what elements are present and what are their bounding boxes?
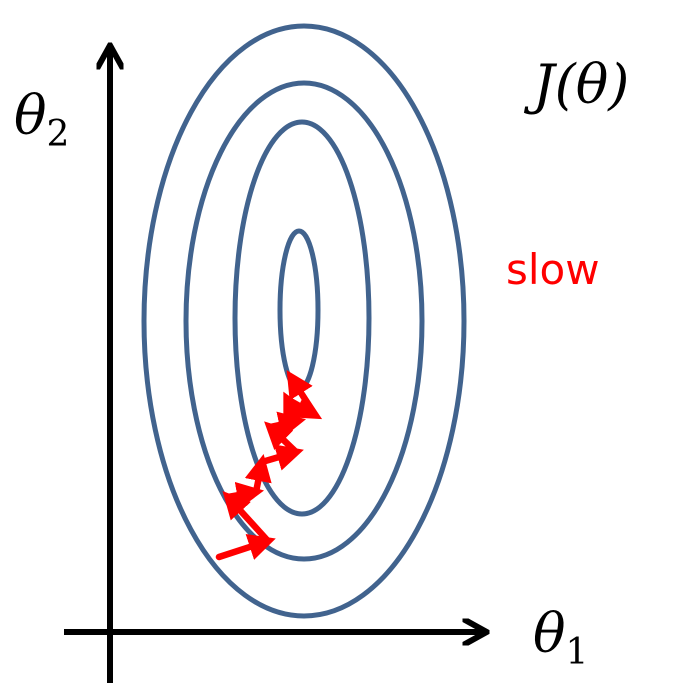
cost-function-label: J(θ) (523, 53, 629, 116)
contour-inner (277, 228, 321, 392)
contour-second (232, 119, 372, 517)
slow-label: slow (506, 245, 600, 294)
x-axis-label: θ1 (533, 602, 588, 673)
descent-step (215, 533, 276, 561)
descent-step (224, 481, 265, 509)
descent-step (264, 421, 300, 456)
contour-outer (141, 23, 467, 619)
contour-lines (141, 23, 467, 619)
descent-step (286, 370, 319, 419)
descent-step (266, 411, 307, 439)
x-axis-subscript: 1 (566, 632, 589, 673)
axes (64, 48, 484, 683)
y-axis-subscript: 2 (47, 114, 70, 155)
y-axis-label: θ2 (14, 84, 69, 155)
descent-step (222, 490, 272, 545)
contour-third (183, 80, 425, 562)
descent-step (258, 444, 304, 471)
gradient-descent-path (215, 370, 323, 561)
descent-step (244, 453, 272, 496)
y-axis-symbol: θ (14, 84, 47, 147)
x-axis-symbol: θ (533, 602, 566, 665)
